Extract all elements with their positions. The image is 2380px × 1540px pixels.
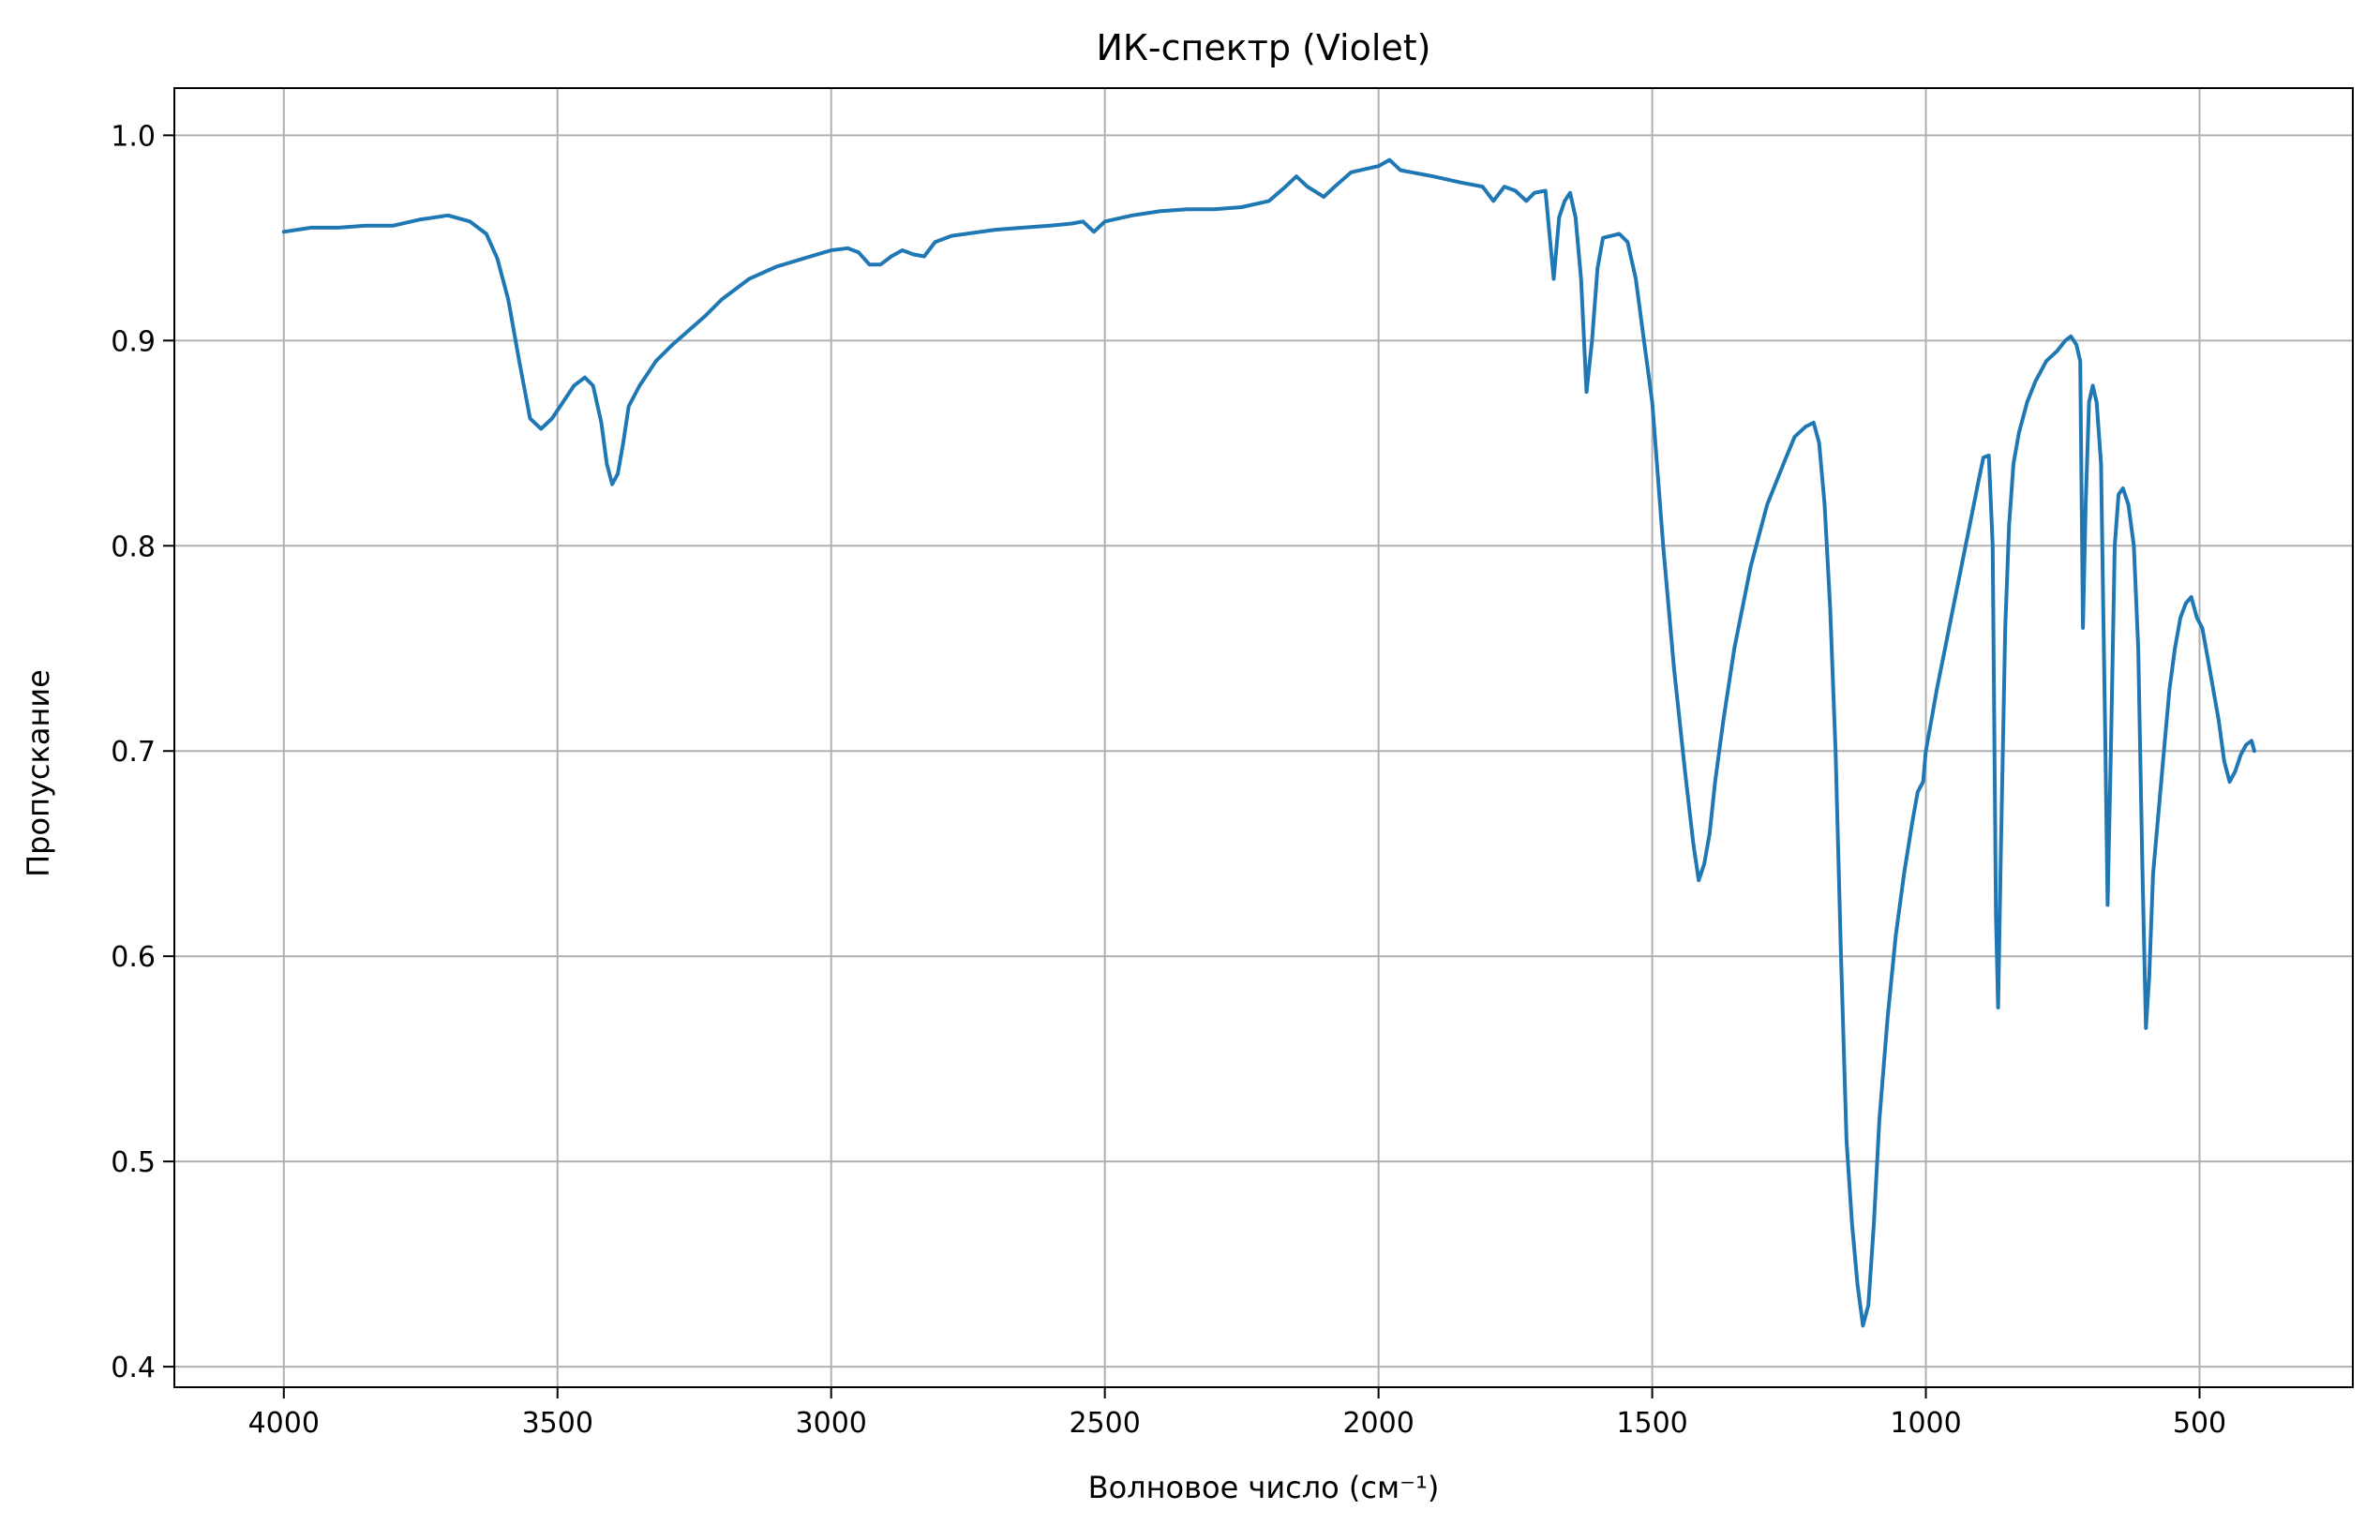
chart-title: ИК-спектр (Violet) — [1097, 27, 1431, 68]
y-tick-label: 0.5 — [111, 1146, 156, 1179]
y-tick-label: 0.7 — [111, 736, 156, 769]
plot-frame — [173, 87, 2354, 1388]
y-tick-label: 0.6 — [111, 941, 156, 974]
grid-lines — [174, 88, 2353, 1387]
y-tick-label: 0.8 — [111, 531, 156, 563]
x-tick-label: 500 — [2173, 1407, 2226, 1440]
x-axis-label: Волновое число (см⁻¹) — [1088, 1470, 1440, 1505]
x-tick-label: 3500 — [522, 1407, 593, 1440]
y-tick-label: 1.0 — [111, 120, 156, 153]
x-axis-ticks: 4000 3500 3000 2500 2000 1500 1000 500 — [248, 1387, 2226, 1440]
y-tick-label: 0.4 — [111, 1352, 156, 1384]
x-tick-label: 3000 — [796, 1407, 867, 1440]
spectrum-line — [281, 157, 2256, 1328]
series-layer — [281, 157, 2256, 1328]
x-tick-label: 2500 — [1069, 1407, 1140, 1440]
y-tick-label: 0.9 — [111, 325, 156, 358]
x-tick-label: 4000 — [248, 1407, 320, 1440]
x-tick-label: 2000 — [1342, 1407, 1414, 1440]
x-tick-label: 1000 — [1890, 1407, 1961, 1440]
y-axis-label: Пропускание — [21, 669, 56, 877]
x-tick-label: 1500 — [1616, 1407, 1687, 1440]
y-axis-ticks: 0.4 0.5 0.6 0.7 0.8 0.9 1.0 — [111, 120, 174, 1384]
